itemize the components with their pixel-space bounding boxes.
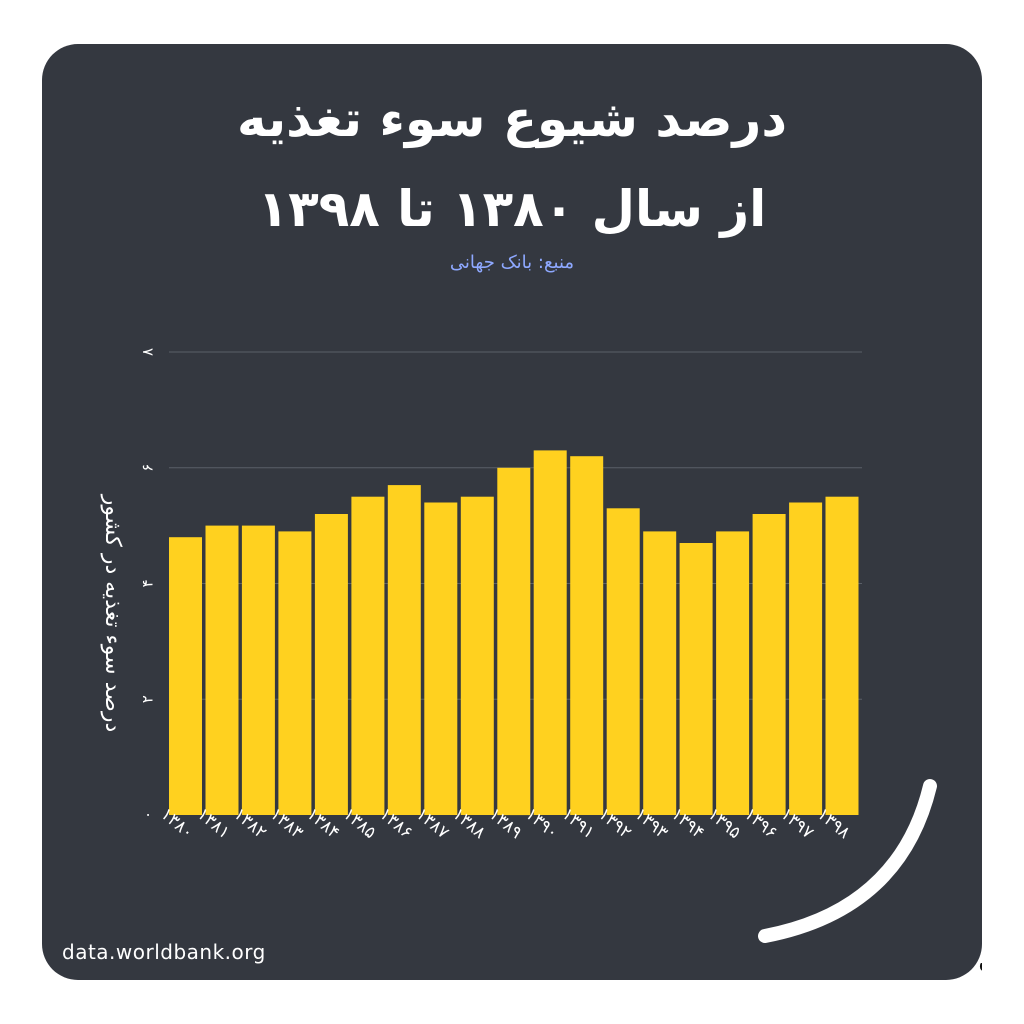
y-tick-label: ۸ [139,348,157,356]
bar [460,496,494,815]
bar [679,543,713,815]
bar [387,485,421,815]
bar [752,514,786,815]
bar [241,525,275,815]
bar [643,531,677,815]
y-tick-label: ۴ [139,579,157,587]
y-tick-label: ۲ [139,695,157,703]
bar [606,508,640,815]
title-line-2: از سال ۱۳۸۰ تا ۱۳۹۸ [257,180,767,238]
title-line-1: درصد شیوع سوء تغذیه [237,90,787,148]
y-axis-label: درصد سوء تغذیه در کشور [100,494,125,732]
bar [789,502,823,815]
chart-title: درصد شیوع سوء تغذیه از سال ۱۳۸۰ تا ۱۳۹۸ [0,74,1024,254]
source-label: منبع: بانک جهانی [449,252,575,273]
bar [314,514,348,815]
akafak-logo: آکافک [978,942,982,979]
bar [351,496,385,815]
bar [570,456,604,815]
bar [278,531,312,815]
bar [533,450,567,815]
bar [716,531,750,815]
bar [169,537,202,815]
bar [205,525,239,815]
y-tick-label: ۶ [139,464,157,472]
svg-text:آکافک: آکافک [978,942,982,979]
bar [825,496,859,815]
footer-url[interactable]: data.worldbank.org [62,940,266,964]
bar [424,502,458,815]
bar [497,467,531,816]
y-tick-label: ۰ [139,811,157,819]
